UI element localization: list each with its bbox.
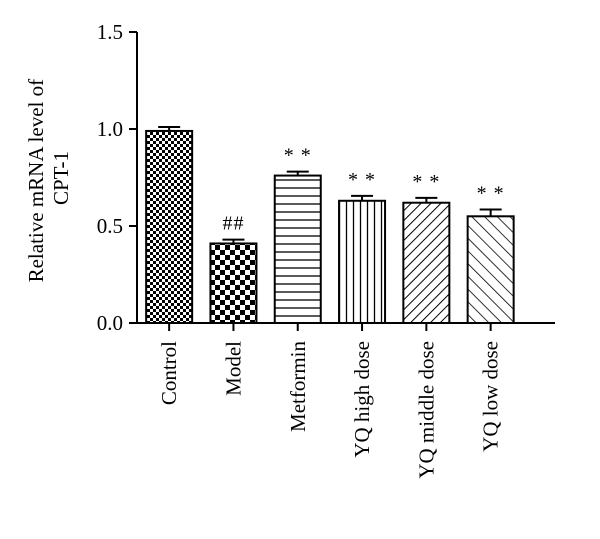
y-axis-label: Relative mRNA level of CPT-1	[24, 74, 73, 283]
significance-label: * *	[412, 171, 440, 193]
bar-metformin	[273, 174, 322, 324]
bar-model	[209, 242, 258, 325]
axes: 0.0 0.5 1.0 1.5	[97, 20, 555, 335]
y-tick-label: 0.5	[97, 214, 123, 238]
y-tick-label: 1.0	[97, 117, 123, 141]
significance-label: * *	[348, 169, 376, 191]
category-label: Control	[157, 341, 181, 405]
bar-yq-high-dose	[338, 199, 387, 324]
y-axis-label-line-2: CPT-1	[49, 151, 73, 205]
bar-yq-low-dose	[466, 215, 515, 324]
category-label: YQ high dose	[350, 341, 374, 458]
bar-yq-middle-dose	[402, 201, 451, 324]
category-labels: Control Model Metformin YQ high dose YQ midd…	[157, 341, 503, 479]
bar-control	[145, 129, 194, 324]
significance-label: * *	[477, 183, 505, 205]
significance-label: * *	[284, 145, 312, 167]
category-label: Metformin	[286, 341, 310, 432]
category-label: YQ low dose	[479, 341, 503, 452]
y-tick-label: 0.0	[97, 311, 123, 335]
category-label: Model	[221, 341, 245, 396]
bars: ## * * * * * * * *	[145, 126, 515, 325]
significance-label: ##	[222, 213, 244, 235]
y-axis-label-line-1: Relative mRNA level of	[24, 79, 48, 283]
category-label: YQ middle dose	[414, 341, 438, 479]
y-tick-label: 1.5	[97, 20, 123, 44]
